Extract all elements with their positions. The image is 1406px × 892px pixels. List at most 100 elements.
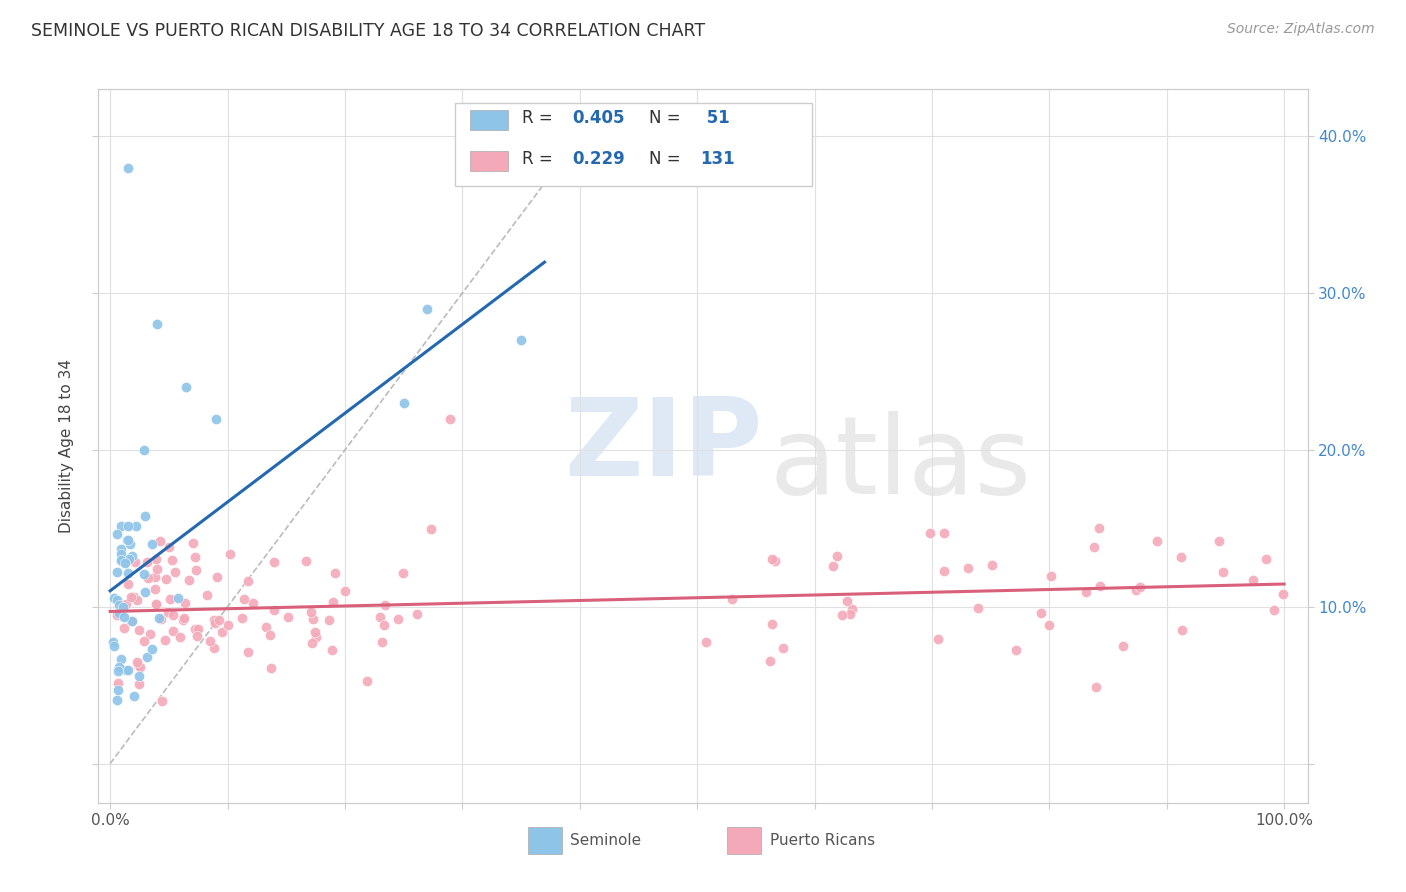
Point — [772, 641, 794, 656]
Point — [107, 664, 129, 678]
Point — [981, 558, 1004, 572]
Point — [124, 555, 146, 569]
Point — [217, 618, 239, 632]
Point — [1263, 603, 1285, 617]
Point — [1040, 569, 1063, 583]
Point — [1125, 583, 1147, 598]
Point — [1128, 580, 1150, 594]
Point — [304, 624, 326, 639]
Point — [145, 551, 167, 566]
Point — [374, 599, 396, 613]
Point — [1241, 574, 1264, 588]
Point — [1208, 534, 1230, 549]
Point — [256, 620, 278, 634]
Point — [134, 567, 156, 582]
Point — [841, 602, 863, 616]
Point — [295, 554, 318, 568]
Point — [200, 633, 222, 648]
Point — [197, 588, 219, 602]
Point — [934, 564, 956, 578]
Point — [110, 651, 132, 665]
Point — [333, 584, 356, 599]
Text: N =: N = — [648, 109, 686, 128]
Point — [112, 599, 135, 614]
Point — [761, 552, 783, 566]
Point — [966, 601, 988, 615]
Point — [108, 598, 131, 612]
Point — [105, 526, 128, 541]
Point — [114, 556, 136, 570]
Point — [134, 508, 156, 523]
Point — [318, 613, 340, 627]
Point — [187, 622, 209, 636]
Point — [1038, 618, 1060, 632]
Point — [105, 607, 128, 622]
Text: Seminole: Seminole — [569, 833, 641, 848]
Point — [166, 591, 188, 606]
Point — [242, 596, 264, 610]
Point — [321, 643, 343, 657]
Point — [186, 563, 208, 577]
Point — [1076, 584, 1098, 599]
Point — [204, 411, 226, 425]
Point — [150, 694, 173, 708]
Point — [121, 590, 143, 604]
Point — [141, 641, 163, 656]
Point — [121, 549, 143, 563]
Point — [1085, 680, 1108, 694]
Point — [1254, 551, 1277, 566]
FancyBboxPatch shape — [470, 152, 509, 170]
Point — [202, 613, 225, 627]
Point — [765, 554, 787, 568]
Point — [761, 616, 783, 631]
Point — [103, 639, 125, 653]
Point — [156, 605, 179, 619]
Point — [172, 613, 194, 627]
Point — [105, 693, 128, 707]
Point — [118, 537, 141, 551]
Point — [125, 593, 148, 607]
Point — [122, 590, 145, 604]
Point — [145, 597, 167, 611]
Point — [163, 565, 186, 579]
Point — [1005, 643, 1028, 657]
Text: SEMINOLE VS PUERTO RICAN DISABILITY AGE 18 TO 34 CORRELATION CHART: SEMINOLE VS PUERTO RICAN DISABILITY AGE … — [31, 22, 704, 40]
Point — [406, 607, 429, 621]
Text: R =: R = — [522, 150, 558, 169]
Text: Puerto Ricans: Puerto Ricans — [769, 833, 875, 848]
Point — [139, 627, 162, 641]
Point — [1090, 579, 1112, 593]
Point — [110, 542, 132, 557]
Point — [110, 519, 132, 533]
Text: ZIP: ZIP — [564, 393, 762, 499]
Text: 131: 131 — [700, 150, 735, 169]
Point — [387, 612, 409, 626]
Point — [277, 610, 299, 624]
Point — [186, 629, 208, 643]
Point — [115, 533, 138, 548]
Point — [932, 525, 955, 540]
Point — [837, 593, 859, 607]
FancyBboxPatch shape — [470, 111, 509, 129]
Point — [122, 689, 145, 703]
Point — [174, 597, 197, 611]
Point — [1272, 587, 1295, 601]
Point — [107, 675, 129, 690]
Y-axis label: Disability Age 18 to 34: Disability Age 18 to 34 — [59, 359, 75, 533]
Point — [118, 552, 141, 566]
Point — [115, 663, 138, 677]
Point — [108, 606, 131, 620]
Point — [720, 592, 742, 607]
Point — [1170, 549, 1192, 564]
Point — [173, 611, 195, 625]
Point — [162, 607, 184, 622]
Point — [184, 550, 207, 565]
Point — [219, 547, 242, 561]
Point — [1171, 623, 1194, 637]
Point — [838, 607, 860, 621]
Point — [238, 574, 260, 588]
Text: Source: ZipAtlas.com: Source: ZipAtlas.com — [1227, 22, 1375, 37]
Point — [127, 657, 149, 672]
Point — [157, 541, 180, 555]
Point — [110, 553, 132, 567]
